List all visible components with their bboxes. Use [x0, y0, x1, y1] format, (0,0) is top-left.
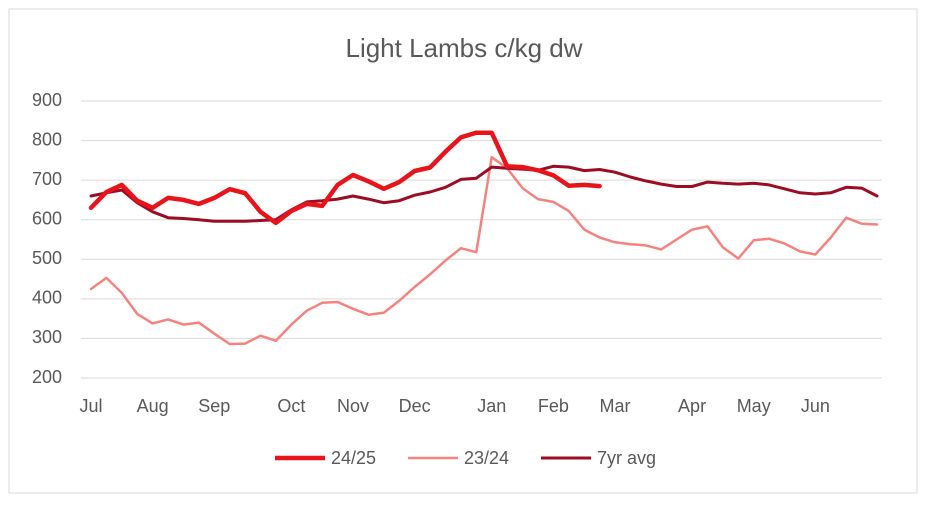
- legend-label: 23/24: [464, 448, 509, 468]
- x-tick-label: Mar: [600, 396, 631, 416]
- y-tick-label: 400: [32, 288, 62, 308]
- x-tick-label: Dec: [399, 396, 431, 416]
- x-tick-label: Aug: [137, 396, 169, 416]
- x-tick-label: May: [737, 396, 771, 416]
- x-tick-label: Apr: [678, 396, 706, 416]
- x-tick-label: Jun: [801, 396, 830, 416]
- x-tick-label: Oct: [277, 396, 305, 416]
- y-tick-label: 200: [32, 367, 62, 387]
- series-line: [89, 155, 879, 346]
- y-tick-label: 300: [32, 327, 62, 347]
- y-tick-label: 500: [32, 248, 62, 268]
- x-tick-label: Feb: [538, 396, 569, 416]
- legend-label: 7yr avg: [597, 448, 656, 468]
- x-tick-label: Jan: [477, 396, 506, 416]
- y-tick-label: 700: [32, 169, 62, 189]
- chart-frame: [8, 8, 918, 494]
- chart-title: Light Lambs c/kg dw: [345, 33, 582, 63]
- y-tick-label: 900: [32, 90, 62, 110]
- y-tick-label: 800: [32, 129, 62, 149]
- series-line: [88, 130, 602, 226]
- x-tick-label: Nov: [337, 396, 369, 416]
- legend-label: 24/25: [331, 448, 376, 468]
- x-tick-label: Sep: [198, 396, 230, 416]
- y-tick-label: 600: [32, 208, 62, 228]
- x-tick-label: Jul: [79, 396, 102, 416]
- series-line: [89, 164, 879, 223]
